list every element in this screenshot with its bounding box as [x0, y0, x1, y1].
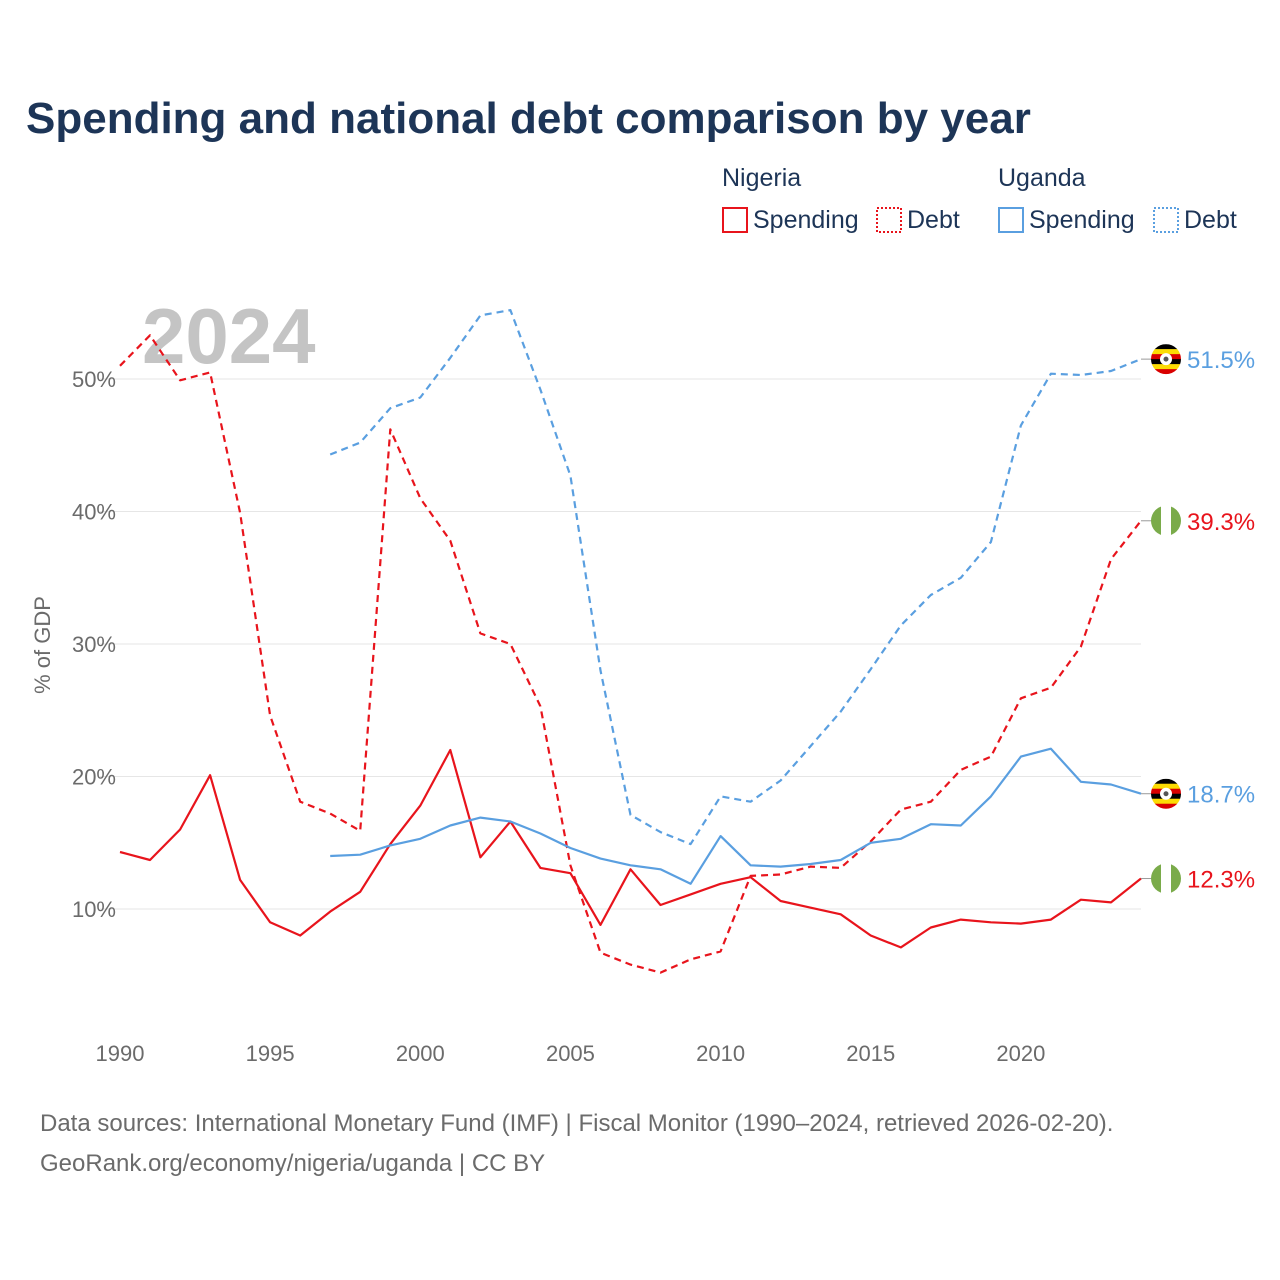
x-tick-label: 2000 [396, 1041, 445, 1066]
x-axis-ticks: 1990 1995 2000 2005 2010 2015 2020 [96, 1041, 1046, 1066]
legend-label-nigeria-spending: Spending [753, 206, 859, 234]
series-line-nigeria-debt [119, 334, 1142, 974]
x-tick-label: 2015 [846, 1041, 895, 1066]
y-tick-label: 10% [72, 897, 116, 922]
legend-swatch-nigeria-debt [876, 207, 902, 233]
nigeria-flag-icon [1151, 505, 1181, 536]
chart-title: Spending and national debt comparison by… [26, 94, 1031, 143]
legend-label-uganda-debt: Debt [1184, 206, 1237, 234]
end-label-value: 18.7% [1187, 782, 1255, 809]
uganda-flag-icon [1151, 344, 1181, 375]
legend-swatch-uganda-spending [998, 207, 1024, 233]
y-tick-label: 20% [72, 765, 116, 790]
legend-swatch-uganda-debt [1153, 207, 1179, 233]
x-tick-label: 2020 [996, 1041, 1045, 1066]
legend-group-nigeria: Nigeria [722, 164, 801, 192]
y-axis-ticks: 10% 20% 30% 40% 50% [72, 367, 116, 922]
series-line-nigeria-spending [119, 748, 1142, 949]
y-tick-label: 30% [72, 632, 116, 657]
y-tick-label: 50% [72, 367, 116, 392]
uganda-flag-icon [1151, 778, 1181, 809]
legend: Nigeria Uganda Spending Debt Spending De… [722, 164, 1237, 234]
legend-label-uganda-spending: Spending [1029, 206, 1135, 234]
source-line-2: GeoRank.org/economy/nigeria/uganda | CC … [40, 1150, 545, 1177]
legend-group-uganda: Uganda [998, 164, 1086, 192]
series-lines [119, 309, 1142, 974]
legend-swatch-nigeria-spending [722, 207, 748, 233]
legend-label-nigeria-debt: Debt [907, 206, 960, 234]
series-line-uganda-debt [329, 309, 1142, 846]
source-line-1: Data sources: International Monetary Fun… [40, 1110, 1113, 1137]
nigeria-flag-icon [1151, 863, 1181, 894]
end-label-value: 51.5% [1187, 347, 1255, 374]
x-tick-label: 2005 [546, 1041, 595, 1066]
x-tick-label: 2010 [696, 1041, 745, 1066]
gridlines [100, 378, 1141, 910]
year-watermark: 2024 [142, 292, 316, 380]
end-label-value: 12.3% [1187, 867, 1255, 894]
x-tick-label: 1995 [246, 1041, 295, 1066]
x-tick-label: 1990 [96, 1041, 145, 1066]
y-axis-label: % of GDP [30, 596, 55, 694]
series-line-uganda-spending [330, 747, 1142, 885]
end-label-value: 39.3% [1187, 509, 1255, 536]
y-tick-label: 40% [72, 500, 116, 525]
end-labels: 12.3% 39.3% 18.7% 51.5% [1141, 344, 1255, 894]
